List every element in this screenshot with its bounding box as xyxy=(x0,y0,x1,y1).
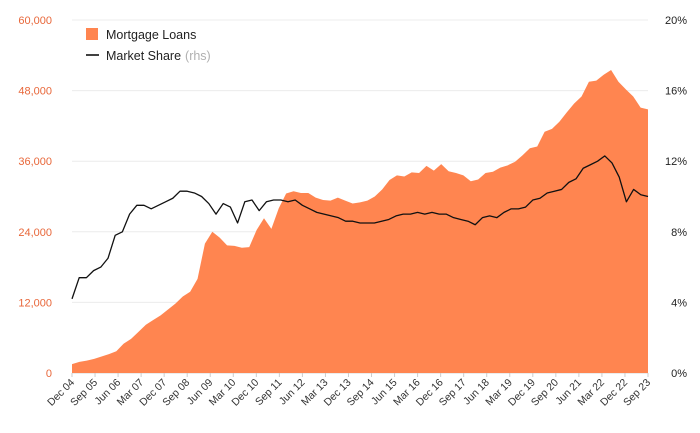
legend: Mortgage Loans Market Share (rhs) xyxy=(86,28,211,63)
mortgage-loans-area-layer xyxy=(72,70,648,373)
y-left-tick-label: 0 xyxy=(46,368,52,380)
y-right-tick-label: 0% xyxy=(671,368,687,380)
legend-label-market-share: Market Share xyxy=(106,49,181,63)
y-right-tick-label: 4% xyxy=(671,297,687,309)
legend-swatch-mortgage-loans xyxy=(86,28,98,40)
legend-label-mortgage-loans: Mortgage Loans xyxy=(106,28,196,42)
y-right-tick-label: 16% xyxy=(665,86,687,98)
legend-label-market-share-group: Market Share (rhs) xyxy=(106,49,211,63)
legend-label-market-share-suffix: (rhs) xyxy=(185,49,211,63)
y-right-tick-label: 8% xyxy=(671,227,687,239)
y-right-tick-label: 12% xyxy=(665,156,687,168)
y-right-tick-label: 20% xyxy=(665,15,687,27)
y-left-tick-label: 24,000 xyxy=(18,227,52,239)
y-left-tick-label: 48,000 xyxy=(18,86,52,98)
right-axis: 0% 4% 8% 12% 16% 20% xyxy=(665,15,687,380)
y-left-tick-label: 36,000 xyxy=(18,156,52,168)
mortgage-loans-area xyxy=(72,70,648,373)
left-axis: 0 12,000 24,000 36,000 48,000 60,000 xyxy=(18,15,52,380)
y-left-tick-label: 12,000 xyxy=(18,297,52,309)
y-left-tick-label: 60,000 xyxy=(18,15,52,27)
